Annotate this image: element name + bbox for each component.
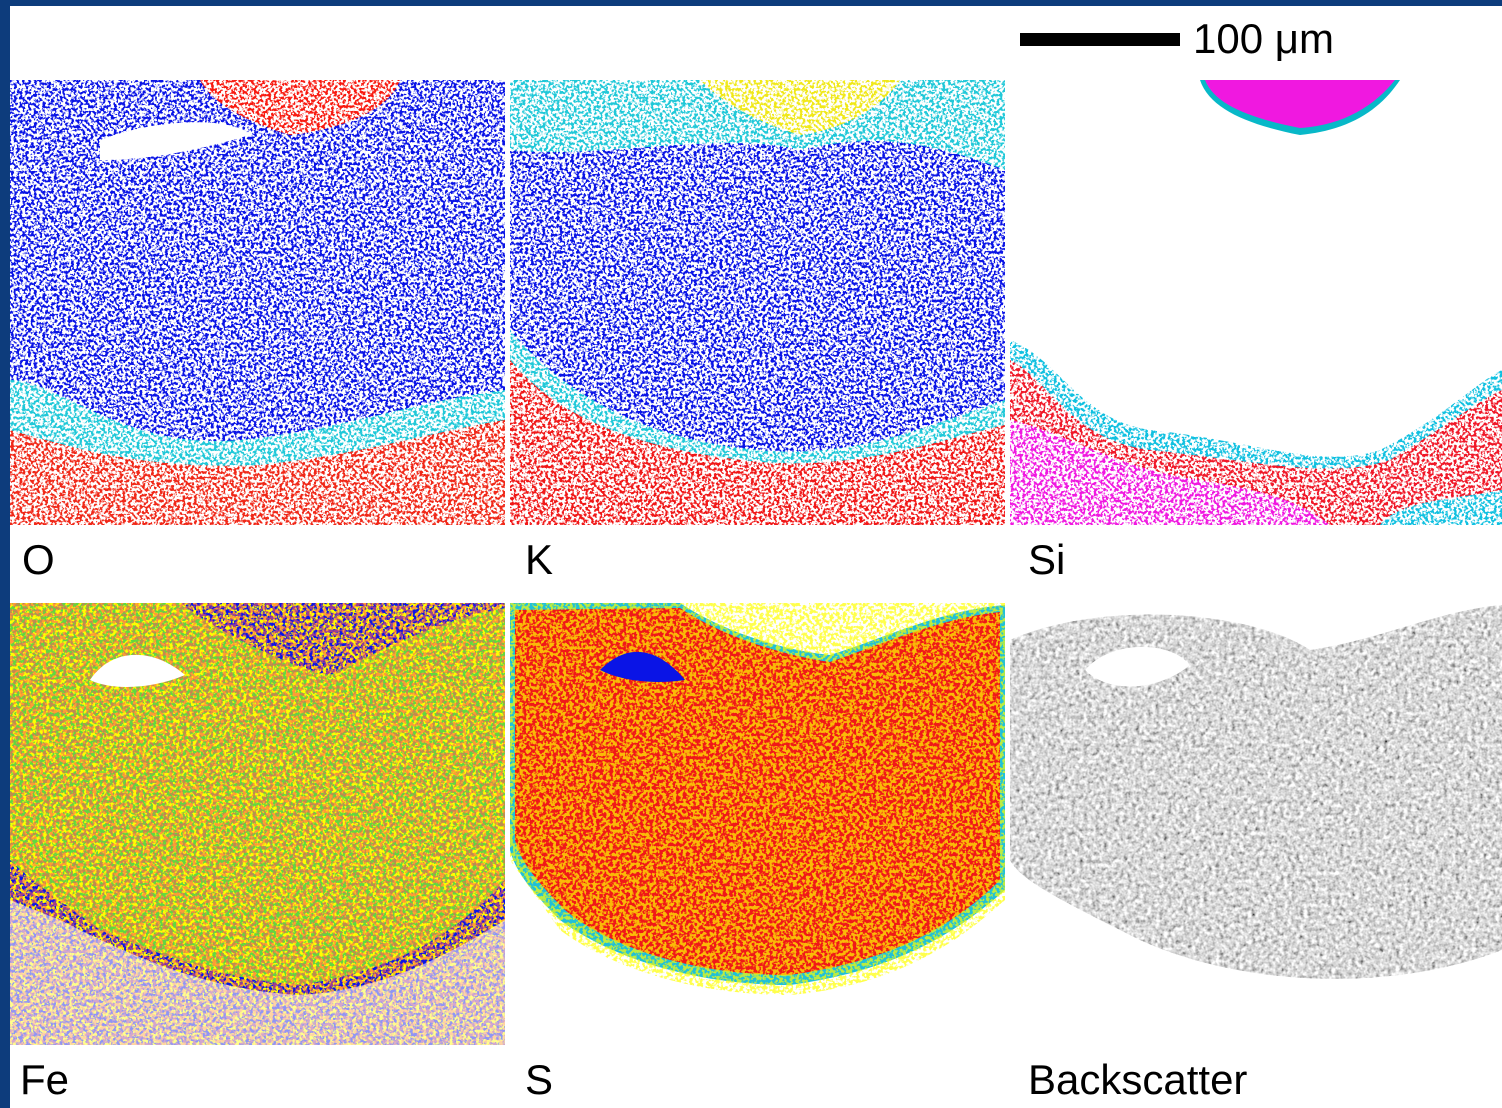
panel-label: O <box>22 536 55 583</box>
map-s <box>510 603 1005 1045</box>
scale-bar-label: 100 μm <box>1193 15 1334 62</box>
figure: 100 μm <box>0 0 1502 1108</box>
map-fe <box>10 603 505 1045</box>
panel-label: K <box>525 536 553 583</box>
map-k <box>510 80 1005 525</box>
map-o <box>10 80 505 525</box>
map-noise <box>1010 330 1502 525</box>
page: {"scale_bar": {"label": "100 μm"}, "pane… <box>0 0 1502 1108</box>
panel-label: Si <box>1028 536 1065 583</box>
panel-label: S <box>525 1056 553 1103</box>
panel-label: Backscatter <box>1028 1056 1247 1103</box>
body: 100 μm <box>0 0 1502 1108</box>
map-noise <box>510 80 1005 525</box>
panel-label: Fe <box>20 1056 69 1103</box>
scale-bar <box>1020 33 1180 46</box>
map-noise <box>10 80 505 525</box>
